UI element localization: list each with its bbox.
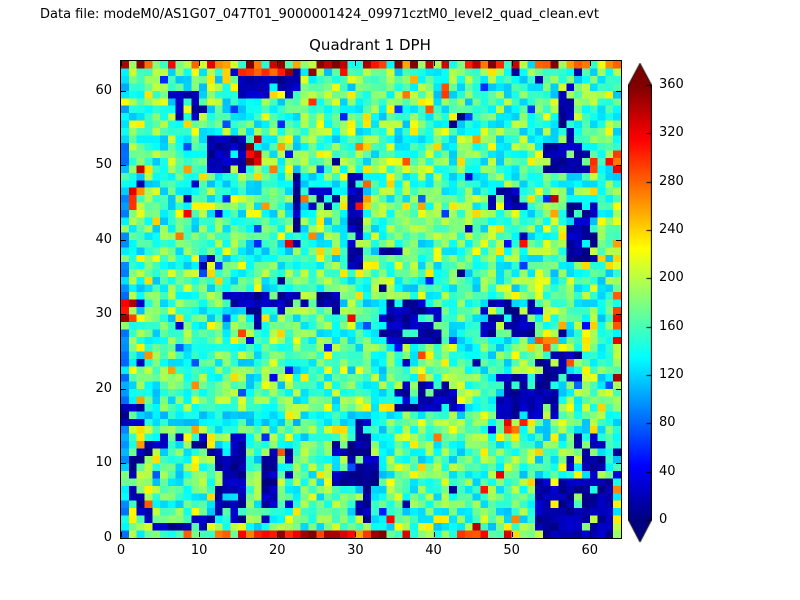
colorbar-canvas <box>628 63 652 543</box>
y-tick-label: 40 <box>95 231 112 247</box>
colorbar-tick-label: 320 <box>659 125 684 141</box>
y-tick-label: 10 <box>95 455 112 471</box>
tick-mark <box>121 61 122 66</box>
tick-mark <box>121 314 126 316</box>
colorbar-tick-label: 160 <box>659 318 684 334</box>
x-tick-label: 10 <box>190 543 208 558</box>
colorbar-tick-label: 240 <box>659 222 684 237</box>
tick-mark <box>589 532 591 537</box>
heatmap-canvas <box>121 61 621 538</box>
tick-mark <box>121 239 126 241</box>
tick-mark <box>121 90 126 92</box>
tick-mark <box>616 538 621 539</box>
tick-mark <box>277 532 279 537</box>
data-file-label: Data file: modeM0/AS1G07_047T01_90000014… <box>40 7 599 22</box>
tick-mark <box>121 538 126 539</box>
tick-mark <box>589 61 591 66</box>
y-tick-label: 30 <box>95 306 112 322</box>
x-tick-label: 30 <box>347 543 364 558</box>
colorbar-tick-label: 200 <box>659 270 684 286</box>
tick-mark <box>355 532 357 537</box>
tick-mark <box>199 61 201 66</box>
x-tick-label: 0 <box>116 543 126 558</box>
colorbar-tick-label: 80 <box>659 415 676 431</box>
plot-title: Quadrant 1 DPH <box>309 36 431 54</box>
colorbar-tick-label: 0 <box>659 512 668 527</box>
tick-mark <box>121 463 126 465</box>
y-tick-label: 20 <box>95 380 112 396</box>
colorbar-tick-label: 120 <box>659 367 684 382</box>
tick-mark <box>355 61 357 66</box>
tick-mark <box>121 388 126 390</box>
tick-mark <box>616 463 621 465</box>
colorbar-tick-label: 280 <box>659 173 684 189</box>
x-tick-label: 20 <box>268 543 286 558</box>
tick-mark <box>616 388 621 390</box>
tick-mark <box>277 61 279 66</box>
tick-mark <box>616 314 621 316</box>
tick-mark <box>199 532 201 537</box>
y-tick-label: 60 <box>95 82 112 98</box>
tick-mark <box>616 165 621 167</box>
y-tick-label: 50 <box>95 157 112 173</box>
tick-mark <box>616 90 621 92</box>
tick-mark <box>121 532 122 537</box>
tick-mark <box>433 61 435 66</box>
tick-mark <box>121 165 126 167</box>
colorbar-tick-label: 40 <box>659 463 676 479</box>
x-tick-label: 40 <box>425 543 442 558</box>
tick-mark <box>511 532 513 537</box>
tick-mark <box>616 239 621 241</box>
tick-mark <box>433 532 435 537</box>
x-tick-label: 60 <box>581 543 599 558</box>
colorbar <box>628 63 652 543</box>
colorbar-tick-label: 360 <box>659 77 684 92</box>
heatmap-plot-area <box>120 60 622 539</box>
tick-mark <box>511 61 513 66</box>
y-tick-label: 0 <box>103 530 112 545</box>
x-tick-label: 50 <box>503 543 520 558</box>
